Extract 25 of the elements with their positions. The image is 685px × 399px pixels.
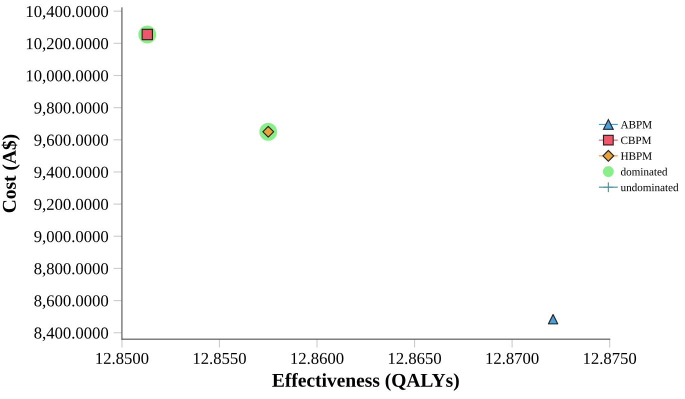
- y-tick-label: 9,800.0000: [34, 102, 108, 116]
- y-tick-label: 9,000.0000: [34, 230, 108, 245]
- legend-label: ABPM: [620, 120, 652, 128]
- y-tick-label: 8,400.0000: [34, 327, 108, 342]
- y-tick-label: 9,200.0000: [34, 198, 108, 212]
- y-tick-label: 10,200.0000: [26, 38, 108, 52]
- point: [548, 314, 558, 324]
- x-tick-label: 12.8700: [486, 352, 539, 364]
- y-tick-label: 9,600.0000: [34, 134, 108, 148]
- x-axis-title: Effectiveness (QALYs): [272, 373, 459, 391]
- legend-label: HBPM: [620, 152, 652, 160]
- x-tick-label: 12.8600: [291, 352, 344, 364]
- y-tick-label: 8,800.0000: [34, 263, 108, 277]
- y-tick-label: 10,000.0000: [26, 70, 108, 84]
- x-tick-label: 12.8650: [388, 352, 442, 364]
- y-tick-label: 10,400.0000: [26, 6, 108, 20]
- y-tick-label: 9,400.0000: [34, 166, 108, 180]
- y-axis-title: Cost (A$): [2, 134, 20, 212]
- legend-label: CBPM: [621, 136, 652, 144]
- x-tick-label: 12.8550: [194, 352, 246, 364]
- y-tick-label: 8,600.0000: [34, 295, 108, 309]
- x-tick-label: 12.8750: [584, 352, 636, 364]
- legend-label: undominated: [620, 183, 678, 192]
- legend-label: dominated: [620, 168, 668, 176]
- x-tick-label: 12.8500: [96, 352, 148, 364]
